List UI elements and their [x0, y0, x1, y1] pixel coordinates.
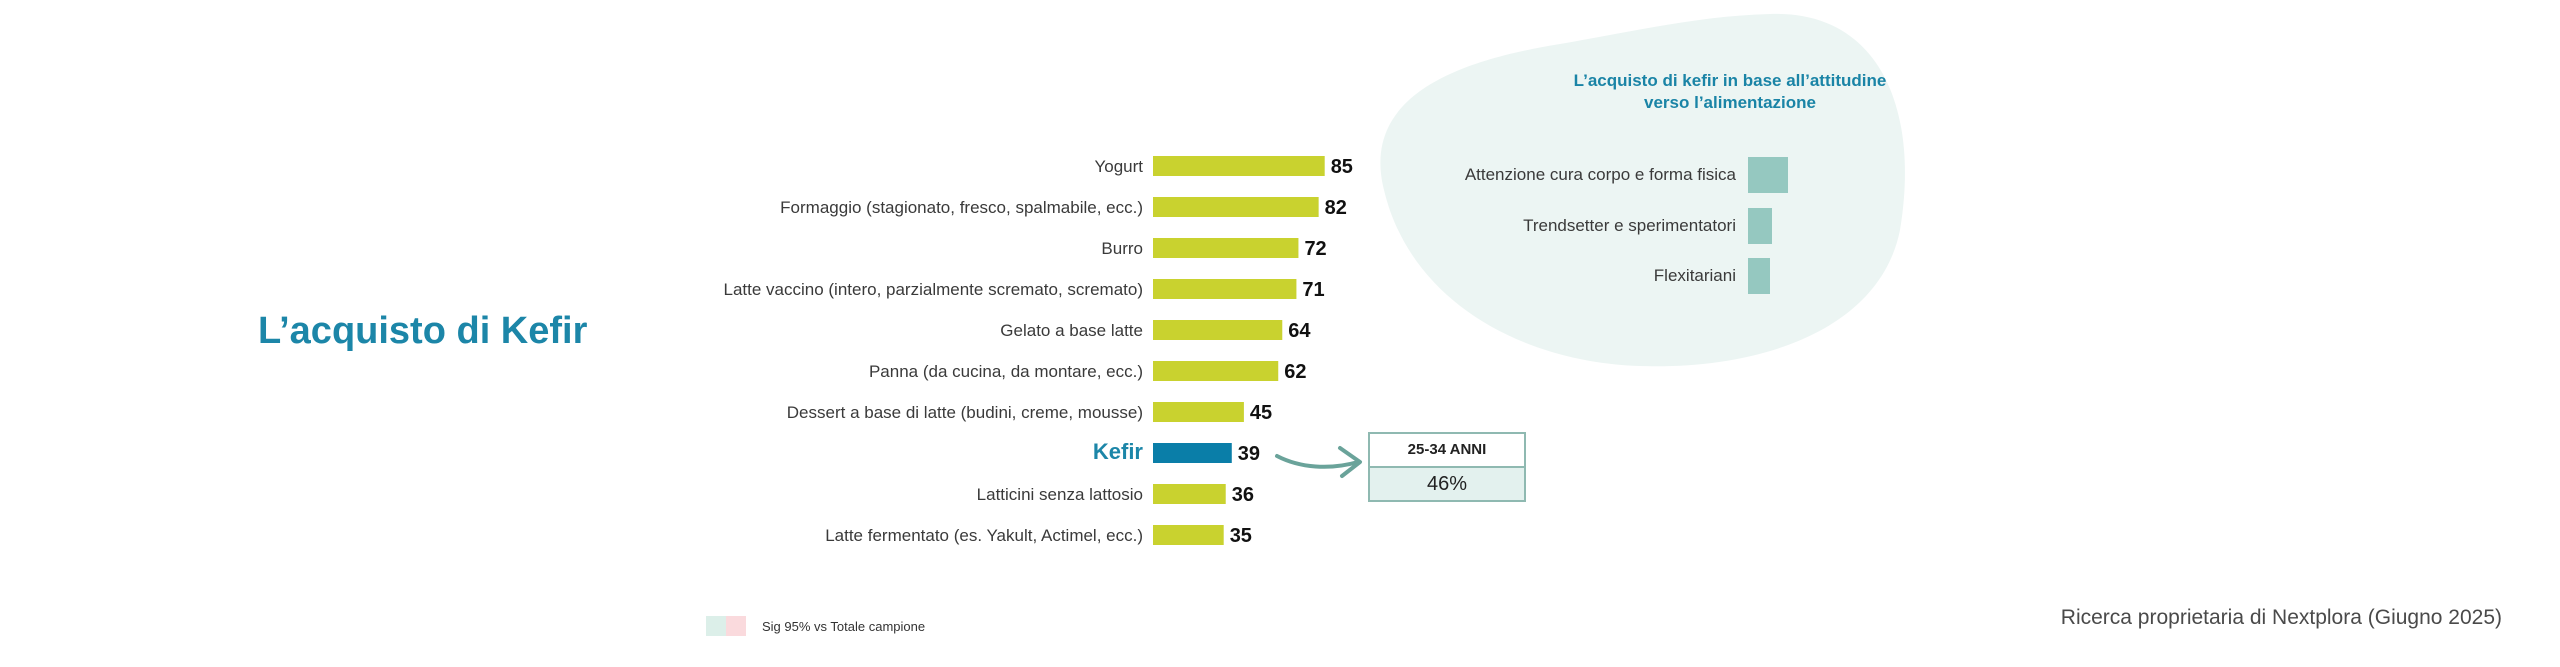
attitude-blob: [1380, 13, 1905, 367]
legend-swatch-green: [706, 616, 726, 636]
bar: [1153, 279, 1297, 299]
legend-swatch-pink: [726, 616, 746, 636]
category-label: Formaggio (stagionato, fresco, spalmabil…: [780, 198, 1143, 217]
value-label: 85: [1331, 156, 1353, 178]
arrow-icon: [1275, 454, 1360, 469]
category-label: Gelato a base latte: [1000, 321, 1143, 340]
category-label: Panna (da cucina, da montare, ecc.): [869, 362, 1143, 381]
value-label: 45: [1250, 402, 1272, 424]
category-label: Kefir: [1093, 439, 1144, 464]
bar-kefir: [1153, 443, 1232, 463]
source-note: Ricerca proprietaria di Nextplora (Giugn…: [2060, 606, 2502, 629]
category-label: Yogurt: [1094, 157, 1143, 176]
category-label: Latte vaccino (intero, parzialmente scre…: [723, 280, 1143, 299]
category-label: Latticini senza lattosio: [977, 485, 1143, 504]
value-label: 82: [1325, 197, 1347, 219]
value-label: 71: [1302, 279, 1324, 301]
attitude-label-1: Attenzione cura corpo e forma fisica: [1464, 165, 1736, 184]
value-label: 39: [1238, 443, 1260, 465]
bar: [1153, 320, 1283, 340]
value-label: 36: [1232, 484, 1254, 506]
value-label: 35: [1230, 525, 1252, 547]
category-label: Burro: [1101, 239, 1143, 258]
category-label: Dessert a base di latte (budini, creme, …: [787, 403, 1143, 422]
legend: Sig 95% vs Totale campione: [706, 616, 925, 636]
bar: [1153, 156, 1325, 176]
category-label: Latte fermentato (es. Yakult, Actimel, e…: [825, 526, 1143, 545]
attitude-label-2: Trendsetter e sperimentatori: [1523, 216, 1736, 235]
page-title: L’acquisto di Kefir: [258, 310, 588, 352]
bar: [1153, 238, 1299, 258]
value-label: 62: [1284, 361, 1306, 383]
attitude-bar-1: [1748, 157, 1788, 193]
age-callout-label: 25-34 ANNI: [1370, 434, 1524, 468]
bar: [1153, 361, 1279, 381]
value-label: 64: [1288, 320, 1311, 342]
attitude-bar-3: [1748, 258, 1770, 294]
attitude-label-3: Flexitariani: [1653, 266, 1736, 285]
bar: [1153, 484, 1226, 504]
value-label: 72: [1304, 238, 1326, 260]
age-callout-value: 46%: [1370, 468, 1524, 500]
bar: [1153, 197, 1319, 217]
arrow-head-icon: [1338, 446, 1362, 478]
bar: [1153, 525, 1224, 545]
bar: [1153, 402, 1244, 422]
age-callout: 25-34 ANNI 46%: [1368, 432, 1526, 502]
attitude-bar-2: [1748, 208, 1772, 244]
attitude-panel-title: L’acquisto di kefir in base all’attitudi…: [1573, 71, 1887, 112]
legend-text: Sig 95% vs Totale campione: [762, 618, 926, 634]
